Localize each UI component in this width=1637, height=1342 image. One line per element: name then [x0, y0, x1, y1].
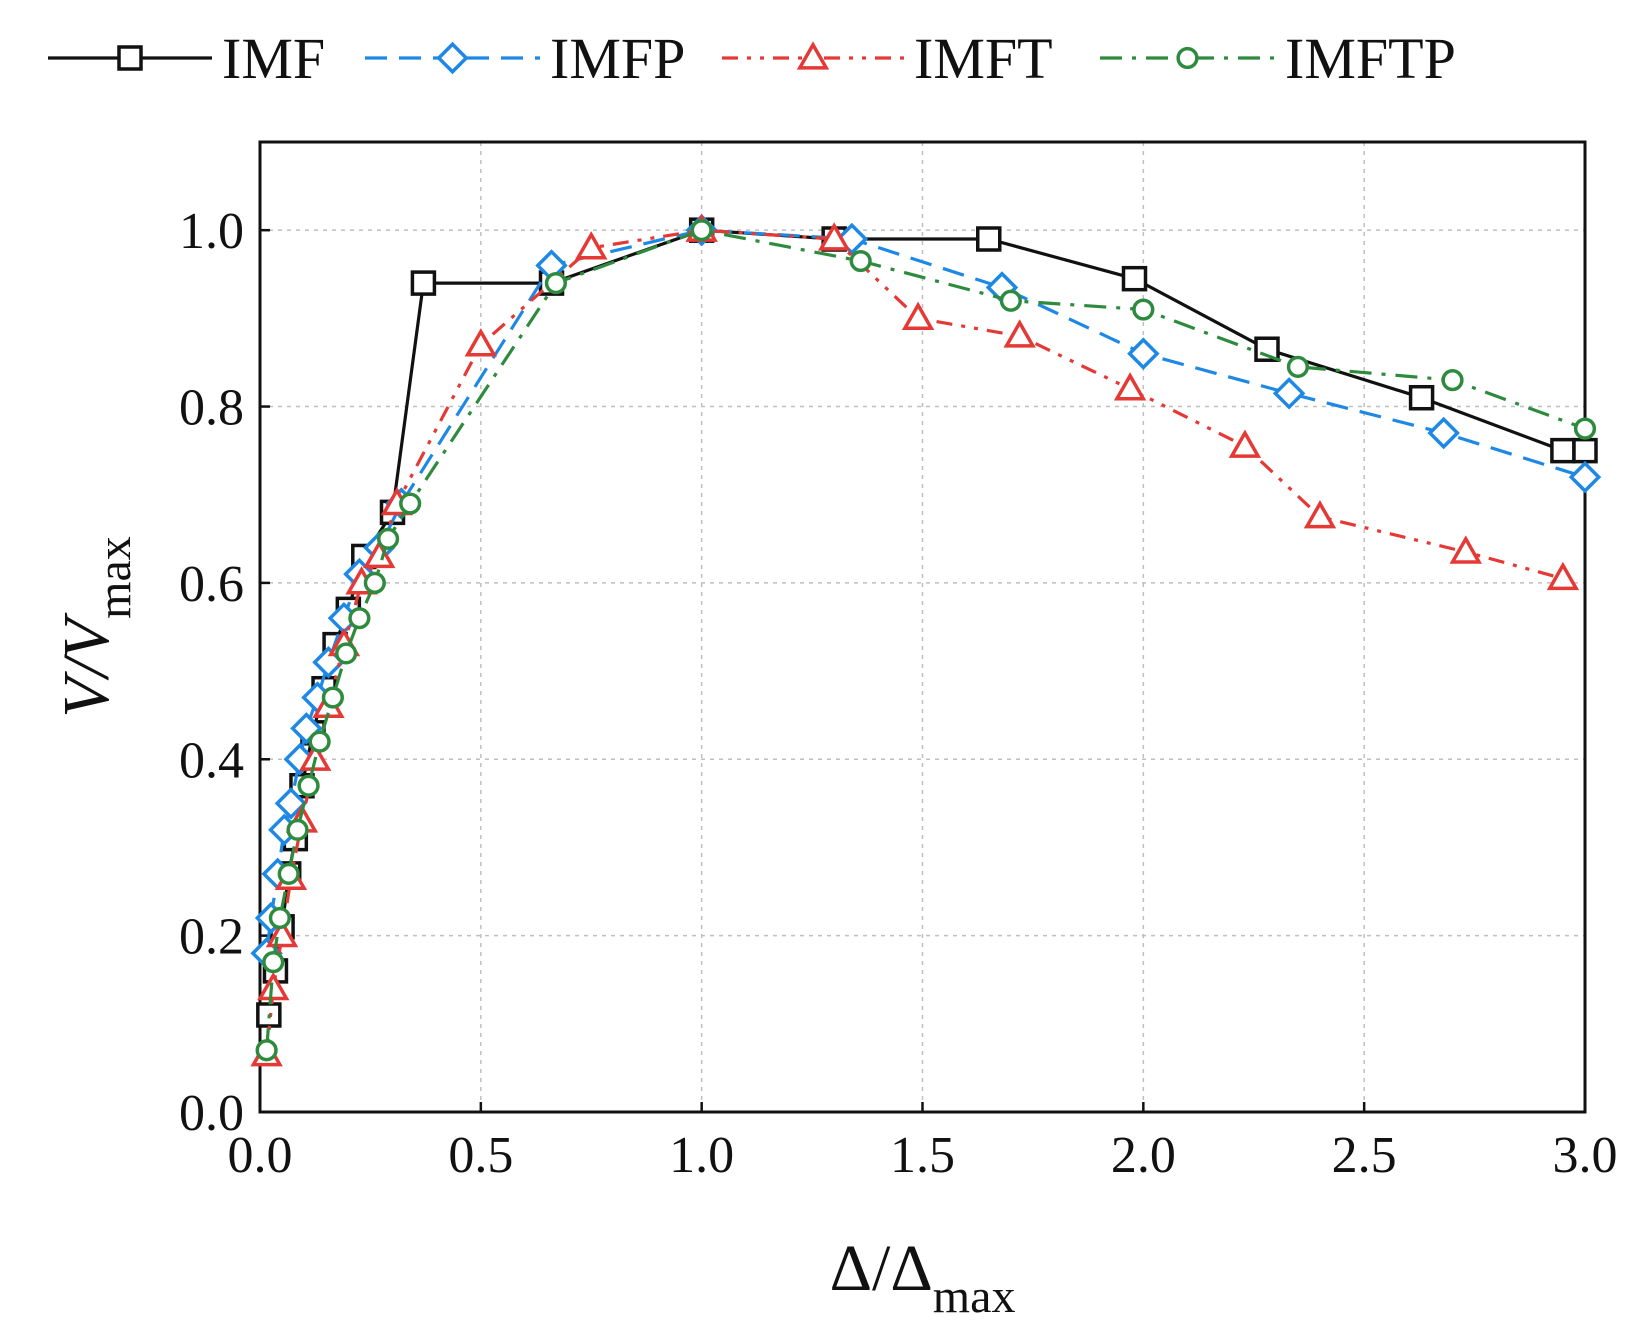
series-line-imf: [267, 228, 1585, 1016]
data-point-imftp: [1286, 355, 1310, 378]
data-point-imft: [464, 328, 498, 357]
legend-label: IMF: [222, 26, 325, 91]
data-point-imftp: [399, 492, 422, 515]
data-point-imft: [1228, 429, 1262, 458]
data-point-imftp: [308, 730, 331, 753]
data-point-imftp: [297, 774, 320, 797]
data-point-imfp: [1427, 416, 1460, 450]
y-axis-label: V/Vmax: [50, 536, 141, 718]
legend-label: IMFT: [914, 26, 1053, 91]
data-point-imftp: [376, 527, 400, 550]
grid: [260, 142, 1585, 1112]
data-point-imf: [976, 226, 1002, 252]
data-point-imftp: [544, 271, 568, 295]
data-point-imfp: [1568, 460, 1602, 494]
series-line-imft: [265, 228, 1564, 1055]
data-point-imft: [363, 539, 396, 569]
legend-item-imf: IMF: [48, 26, 325, 91]
data-point-imftp: [335, 642, 358, 665]
data-point-imft: [1449, 535, 1482, 564]
legend: IMF IMFP IMFT IMFTP: [48, 26, 1456, 91]
data-point-imft: [1003, 319, 1036, 348]
legend-item-imftp: IMFTP: [1100, 26, 1456, 91]
legend-label: IMFP: [550, 26, 685, 91]
y-tick-label: 0.2: [179, 909, 244, 966]
data-point-imft: [1113, 372, 1147, 401]
data-point-imf: [410, 270, 437, 296]
data-point-imf: [1572, 437, 1598, 464]
legend-marker: [117, 45, 143, 71]
series-imftp: [255, 219, 1597, 1062]
series-layer: [250, 213, 1602, 1067]
data-point-imft: [575, 231, 608, 260]
x-tick-label: 3.0: [1553, 1127, 1618, 1184]
data-point-imft: [901, 301, 935, 331]
data-point-imft: [1303, 500, 1337, 529]
legend-marker: [1176, 46, 1199, 70]
data-point-imftp: [849, 249, 872, 273]
data-point-imfp: [1272, 377, 1306, 410]
series-imf: [256, 217, 1598, 1028]
x-tick-label: 1.0: [669, 1127, 734, 1184]
data-point-imftp: [268, 906, 291, 930]
series-line-imftp: [265, 228, 1586, 1051]
legend-marker: [796, 41, 830, 70]
data-point-imftp: [255, 1039, 278, 1062]
data-point-imf: [1550, 437, 1576, 464]
x-tick-label: 0.5: [448, 1127, 513, 1184]
data-point-imftp: [1132, 298, 1155, 321]
series-imft: [250, 213, 1580, 1067]
y-tick-label: 0.0: [179, 1085, 244, 1142]
y-tick-label: 0.4: [179, 732, 244, 789]
x-tick-label: 1.5: [890, 1127, 955, 1184]
data-point-imftp: [321, 686, 344, 709]
axis-ticks: 0.0 0.5 1.0 1.5 2.0 2.5 3.0 0.0 0.2 0.4 0.6 0.8 1.0: [179, 203, 1618, 1184]
y-tick-label: 0.8: [179, 380, 244, 437]
data-point-imft: [257, 971, 290, 1001]
data-point-imftp: [1441, 368, 1464, 392]
x-axis-label: Δ/Δmax: [830, 1232, 1016, 1323]
data-point-imftp: [1573, 417, 1597, 440]
data-point-imftp: [277, 862, 300, 886]
data-point-imf: [1408, 384, 1435, 411]
data-point-imft: [817, 222, 851, 251]
x-tick-label: 0.0: [228, 1127, 293, 1184]
legend-label: IMFTP: [1285, 26, 1456, 91]
legend-item-imfp: IMFP: [365, 26, 685, 91]
data-point-imftp: [262, 950, 285, 974]
data-point-imftp: [363, 571, 386, 595]
series-line-imfp: [265, 228, 1586, 954]
y-tick-label: 1.0: [179, 203, 244, 260]
data-point-imftp: [348, 607, 371, 630]
data-point-imftp: [999, 289, 1022, 312]
data-point-imfp: [274, 787, 308, 820]
x-tick-label: 2.5: [1332, 1127, 1397, 1184]
y-tick-label: 0.6: [179, 556, 244, 613]
data-point-imft: [1546, 561, 1580, 591]
data-point-imftp: [286, 818, 309, 841]
legend-item-imft: IMFT: [722, 26, 1053, 91]
data-point-imf: [1121, 265, 1148, 292]
data-point-imfp: [1127, 337, 1160, 370]
data-point-imftp: [690, 219, 713, 242]
legend-marker: [436, 41, 469, 75]
x-tick-label: 2.0: [1111, 1127, 1176, 1184]
